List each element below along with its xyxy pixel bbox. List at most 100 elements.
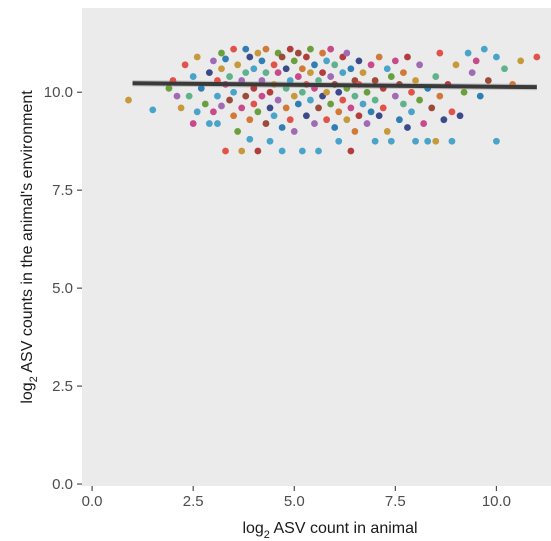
data-point xyxy=(480,45,488,53)
x-tick-label: 2.5 xyxy=(183,493,204,510)
data-point xyxy=(234,128,242,135)
data-point xyxy=(327,100,335,108)
data-point xyxy=(282,65,290,73)
data-point xyxy=(315,147,322,155)
data-point xyxy=(258,57,266,65)
data-point xyxy=(335,137,343,145)
data-point xyxy=(278,53,286,61)
data-point xyxy=(302,112,310,120)
data-point xyxy=(355,57,363,65)
data-point xyxy=(189,73,197,80)
data-point xyxy=(371,137,379,145)
data-point xyxy=(501,65,508,73)
data-point xyxy=(484,77,492,84)
data-point xyxy=(387,137,395,145)
data-point xyxy=(452,61,460,69)
data-point xyxy=(181,61,189,69)
data-point xyxy=(290,57,298,65)
data-point xyxy=(493,53,500,61)
regression-line-layer xyxy=(132,81,537,90)
data-point xyxy=(258,92,266,100)
data-point xyxy=(347,65,355,73)
data-point xyxy=(351,92,359,100)
data-point xyxy=(424,137,432,145)
data-point xyxy=(375,112,383,120)
data-point xyxy=(205,120,213,127)
data-point xyxy=(383,128,391,135)
data-point xyxy=(391,92,399,100)
data-point xyxy=(222,147,229,155)
data-point xyxy=(335,108,343,116)
data-point xyxy=(412,137,419,145)
data-point xyxy=(218,65,225,73)
y-tick-label: 10.0 xyxy=(44,84,73,101)
data-point xyxy=(440,116,448,124)
y-tick-label: 0.0 xyxy=(52,476,73,493)
x-tick-label: 5.0 xyxy=(284,493,305,510)
data-point xyxy=(347,104,355,112)
data-point xyxy=(262,45,270,53)
data-point xyxy=(238,147,246,155)
data-point xyxy=(230,45,238,53)
data-point xyxy=(250,100,258,108)
data-point xyxy=(347,147,355,155)
data-point xyxy=(201,100,209,108)
data-point xyxy=(246,116,254,124)
data-point xyxy=(270,112,278,120)
data-point xyxy=(331,124,339,131)
data-point xyxy=(214,92,221,100)
data-point xyxy=(246,135,254,143)
data-point xyxy=(286,116,294,124)
data-point xyxy=(359,100,367,108)
data-point xyxy=(533,53,541,61)
data-point xyxy=(432,73,440,80)
data-point xyxy=(278,124,286,131)
data-point xyxy=(432,137,440,145)
data-point xyxy=(404,124,411,131)
data-point xyxy=(298,147,306,155)
data-point xyxy=(302,53,310,61)
data-point xyxy=(319,49,326,57)
data-point xyxy=(468,69,476,77)
data-point xyxy=(460,88,468,96)
data-point xyxy=(367,108,375,116)
data-point xyxy=(218,102,225,110)
data-point xyxy=(165,84,173,92)
data-point xyxy=(197,84,205,92)
x-tick-label: 7.5 xyxy=(385,493,406,510)
data-point xyxy=(286,45,294,53)
regression-line xyxy=(132,81,537,90)
data-point xyxy=(327,45,335,53)
data-point xyxy=(307,96,314,104)
data-point xyxy=(189,120,197,127)
data-point xyxy=(242,45,250,53)
data-point xyxy=(185,92,193,100)
data-point xyxy=(270,61,278,69)
data-point xyxy=(226,73,233,80)
x-tick-label: 0.0 xyxy=(82,493,103,510)
y-axis-ticks: 0.0 2.5 5.0 7.5 10.0 xyxy=(44,84,82,493)
data-point xyxy=(311,120,318,127)
data-point xyxy=(282,104,290,112)
data-point xyxy=(331,61,339,69)
data-point xyxy=(359,69,367,77)
data-point xyxy=(177,104,185,112)
data-point xyxy=(428,104,436,112)
data-point xyxy=(149,106,157,114)
y-axis-title: log2 ASV counts in the animal's environm… xyxy=(19,90,40,404)
data-point xyxy=(363,120,371,127)
data-point xyxy=(493,137,500,145)
data-point xyxy=(125,96,132,104)
data-point xyxy=(262,120,270,127)
data-point xyxy=(294,49,302,57)
data-point xyxy=(238,77,246,84)
data-point xyxy=(363,88,371,96)
data-point xyxy=(412,77,419,84)
y-tick-label: 2.5 xyxy=(52,378,73,395)
data-point xyxy=(379,104,387,112)
data-point xyxy=(230,112,238,120)
data-point xyxy=(420,120,428,127)
data-point xyxy=(335,88,343,96)
data-point xyxy=(307,45,314,53)
